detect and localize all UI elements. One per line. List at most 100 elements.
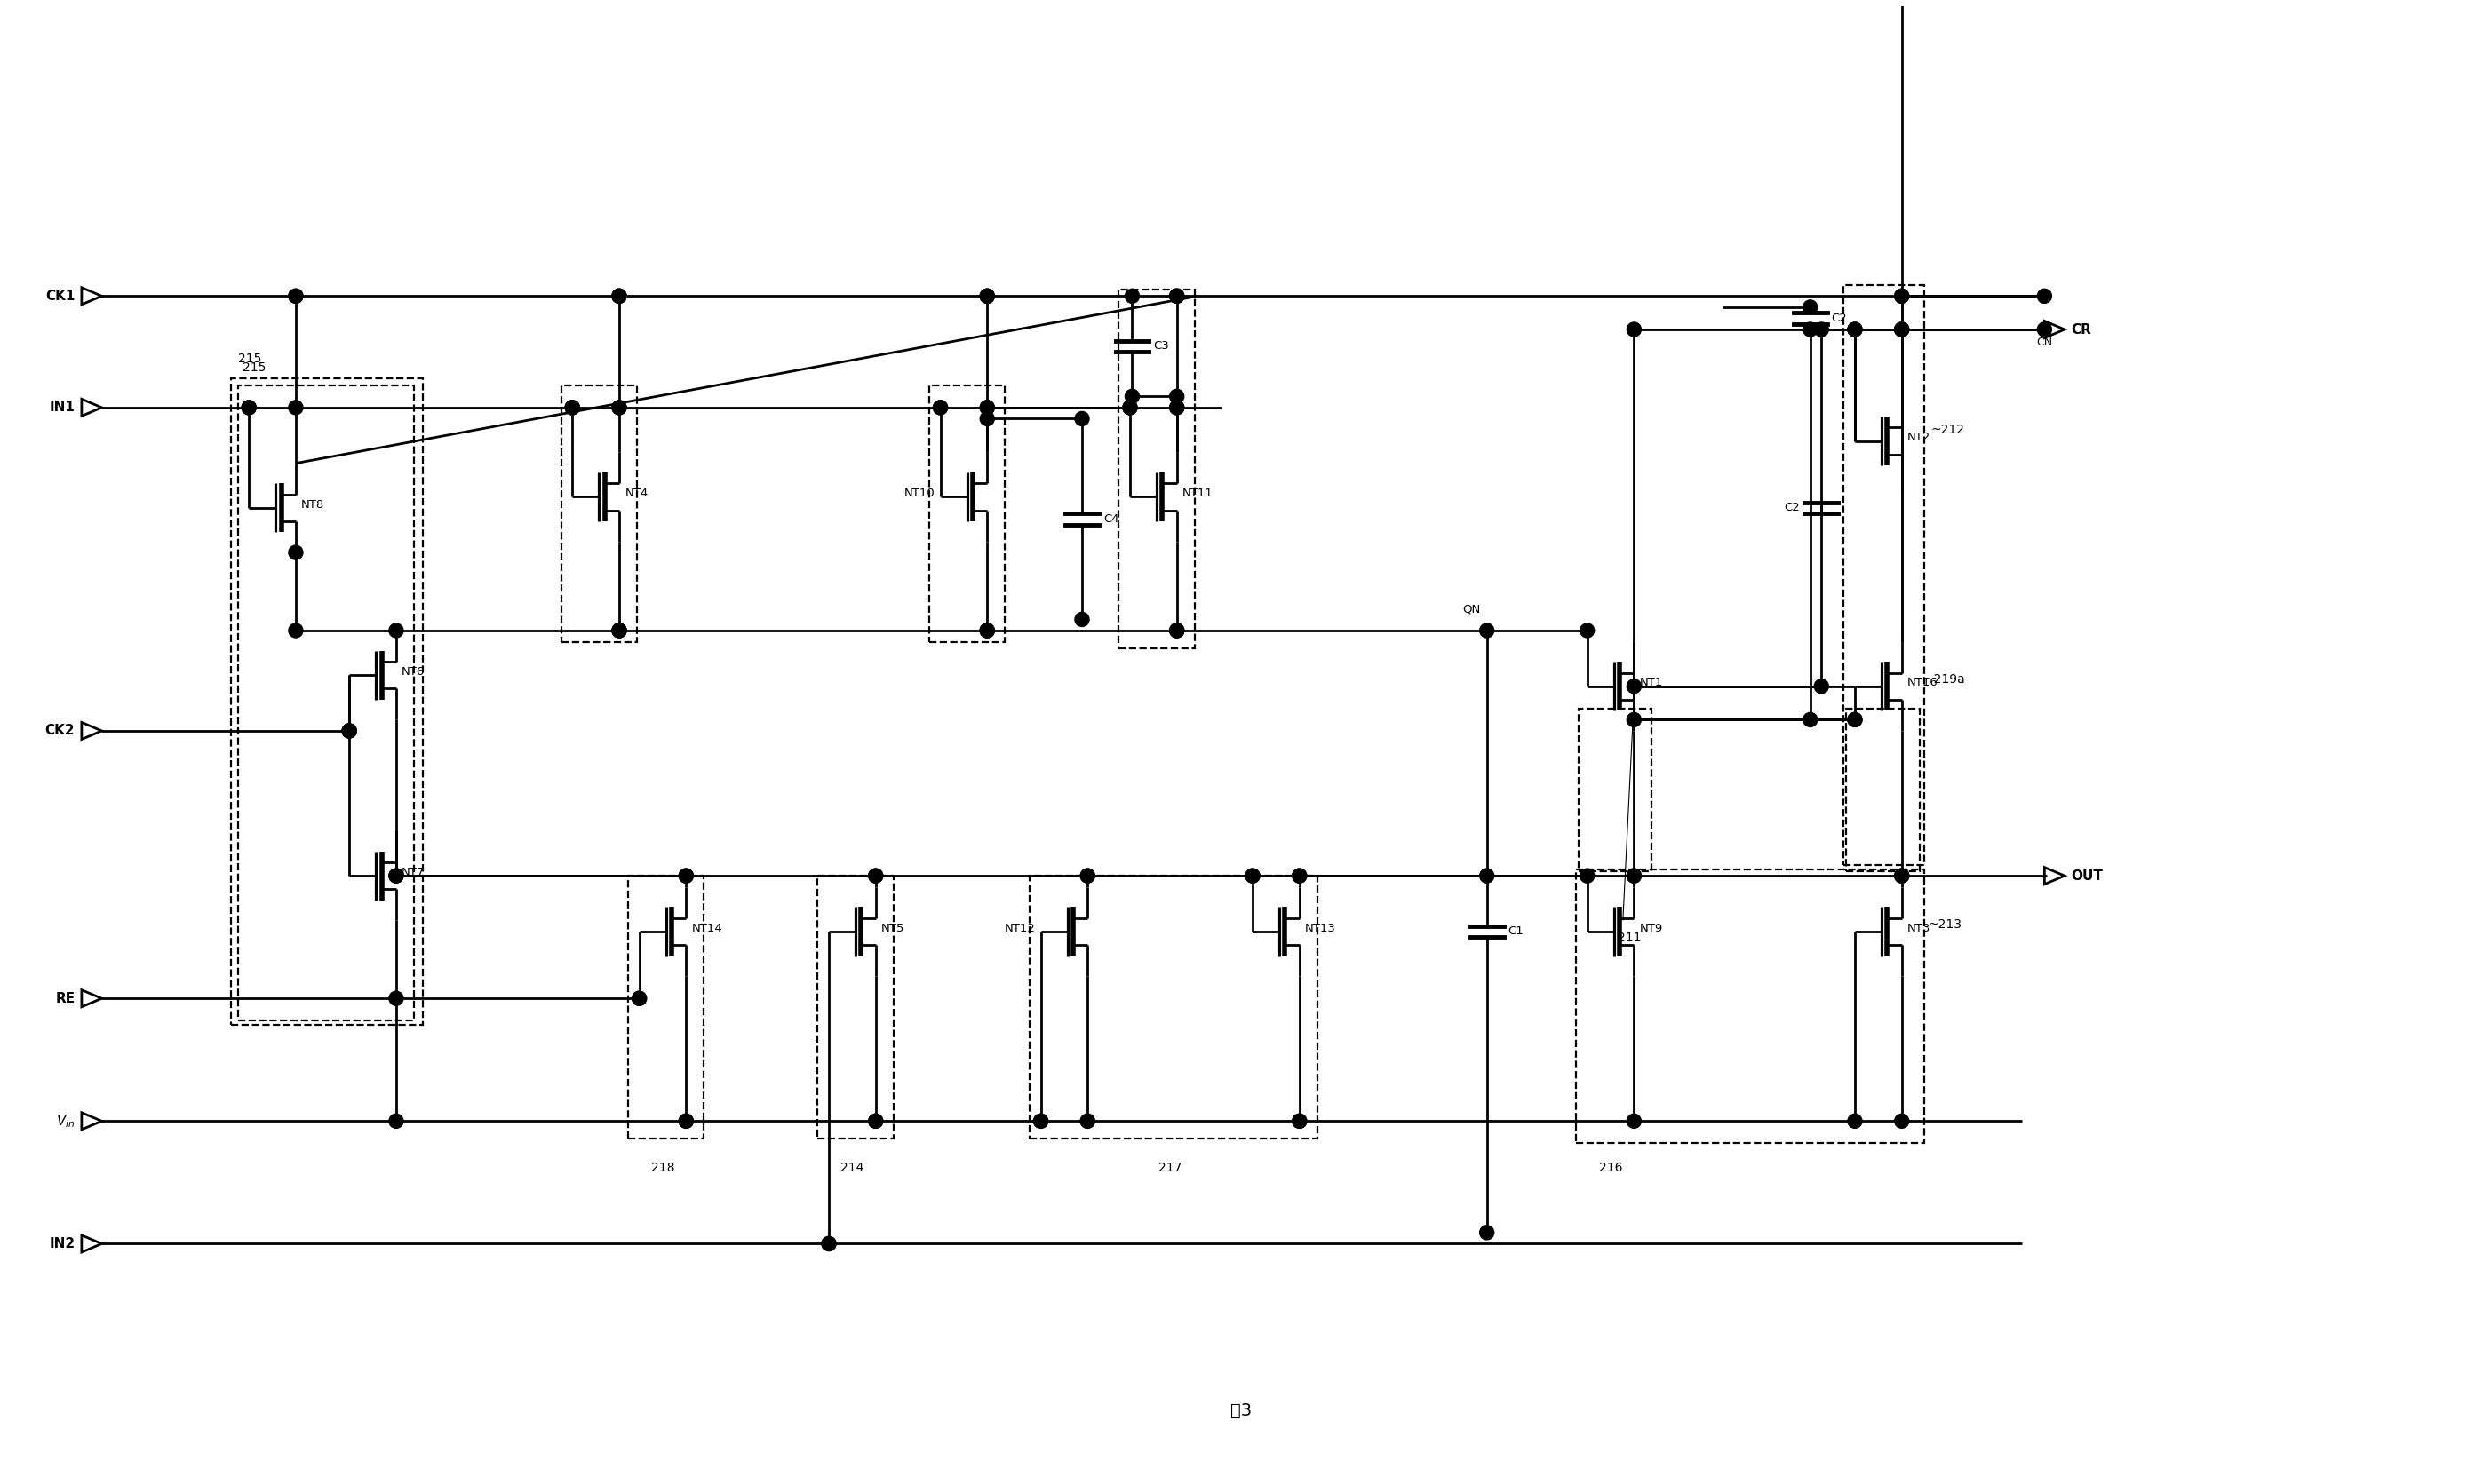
Circle shape <box>390 623 402 638</box>
Circle shape <box>390 1114 402 1128</box>
Bar <box>1579 708 1651 871</box>
Circle shape <box>981 623 993 638</box>
Circle shape <box>1480 868 1495 883</box>
Circle shape <box>1847 322 1862 337</box>
Text: NT3: NT3 <box>1907 923 1932 933</box>
Text: IN2: IN2 <box>50 1238 74 1251</box>
Circle shape <box>343 724 358 738</box>
Circle shape <box>1169 623 1184 638</box>
Text: NT11: NT11 <box>1182 488 1214 499</box>
Circle shape <box>1480 623 1495 638</box>
Circle shape <box>566 401 579 414</box>
Circle shape <box>390 868 402 883</box>
Text: QN: QN <box>1462 604 1480 614</box>
Circle shape <box>1579 623 1594 638</box>
Circle shape <box>1169 401 1184 414</box>
Circle shape <box>1169 389 1184 404</box>
Circle shape <box>1895 322 1909 337</box>
Text: NT5: NT5 <box>881 923 904 933</box>
Text: 214: 214 <box>842 1160 864 1174</box>
Circle shape <box>822 1236 837 1251</box>
Bar <box>1120 289 1194 649</box>
Circle shape <box>288 545 303 559</box>
Circle shape <box>633 991 646 1006</box>
Circle shape <box>1815 680 1827 693</box>
Text: NT9: NT9 <box>1639 923 1664 933</box>
Circle shape <box>1122 401 1137 414</box>
Circle shape <box>1626 322 1641 337</box>
Text: CR: CR <box>2071 324 2091 337</box>
Text: 215: 215 <box>243 361 266 374</box>
Circle shape <box>1291 1114 1306 1128</box>
Circle shape <box>1075 411 1090 426</box>
Circle shape <box>1480 1226 1495 1239</box>
Circle shape <box>981 411 993 426</box>
Text: ~212: ~212 <box>1932 423 1964 436</box>
Circle shape <box>1847 1114 1862 1128</box>
Circle shape <box>241 401 256 414</box>
Bar <box>1577 870 1924 1143</box>
Bar <box>238 386 415 1021</box>
Circle shape <box>1803 322 1818 337</box>
Circle shape <box>288 401 303 414</box>
Circle shape <box>934 401 949 414</box>
Circle shape <box>1080 1114 1095 1128</box>
Circle shape <box>611 289 626 303</box>
Circle shape <box>611 289 626 303</box>
Circle shape <box>611 623 626 638</box>
Circle shape <box>1080 868 1095 883</box>
Text: C4: C4 <box>1102 513 1120 525</box>
Circle shape <box>869 1114 884 1128</box>
Text: NT7: NT7 <box>402 867 425 879</box>
Circle shape <box>1122 401 1137 414</box>
Circle shape <box>1626 680 1641 693</box>
Circle shape <box>981 401 993 414</box>
Circle shape <box>241 401 256 414</box>
Text: ~219a: ~219a <box>1924 674 1967 686</box>
Circle shape <box>288 289 303 303</box>
Circle shape <box>1803 300 1818 315</box>
Bar <box>1845 708 1919 871</box>
Circle shape <box>869 868 884 883</box>
Text: CN: CN <box>2036 337 2053 347</box>
Circle shape <box>1847 712 1862 727</box>
Circle shape <box>1246 868 1259 883</box>
Text: NT16: NT16 <box>1907 677 1939 689</box>
Bar <box>561 386 638 641</box>
Circle shape <box>1246 868 1259 883</box>
Circle shape <box>1895 322 1909 337</box>
Text: IN1: IN1 <box>50 401 74 414</box>
Circle shape <box>981 623 993 638</box>
Circle shape <box>288 623 303 638</box>
Text: 216: 216 <box>1599 1160 1621 1174</box>
Circle shape <box>678 1114 693 1128</box>
Circle shape <box>1895 289 1909 303</box>
Text: 215: 215 <box>238 352 261 365</box>
Circle shape <box>390 991 402 1006</box>
Circle shape <box>2039 322 2051 337</box>
Bar <box>231 378 422 1025</box>
Circle shape <box>1080 1114 1095 1128</box>
Circle shape <box>1125 389 1140 404</box>
Circle shape <box>869 1114 884 1128</box>
Circle shape <box>1169 289 1184 303</box>
Circle shape <box>611 623 626 638</box>
Circle shape <box>1169 623 1184 638</box>
Circle shape <box>343 724 358 738</box>
Text: NT4: NT4 <box>626 488 648 499</box>
Circle shape <box>1125 289 1140 303</box>
Circle shape <box>981 289 993 303</box>
Circle shape <box>678 868 693 883</box>
Circle shape <box>611 401 626 414</box>
Circle shape <box>869 868 884 883</box>
Circle shape <box>390 868 402 883</box>
Circle shape <box>678 868 693 883</box>
Circle shape <box>981 289 993 303</box>
Text: C1: C1 <box>1507 926 1525 938</box>
Text: NT2: NT2 <box>1907 432 1932 444</box>
Circle shape <box>633 991 646 1006</box>
Text: $V_{in}$: $V_{in}$ <box>57 1113 74 1129</box>
Circle shape <box>1169 289 1184 303</box>
Circle shape <box>1075 613 1090 626</box>
Circle shape <box>566 401 579 414</box>
